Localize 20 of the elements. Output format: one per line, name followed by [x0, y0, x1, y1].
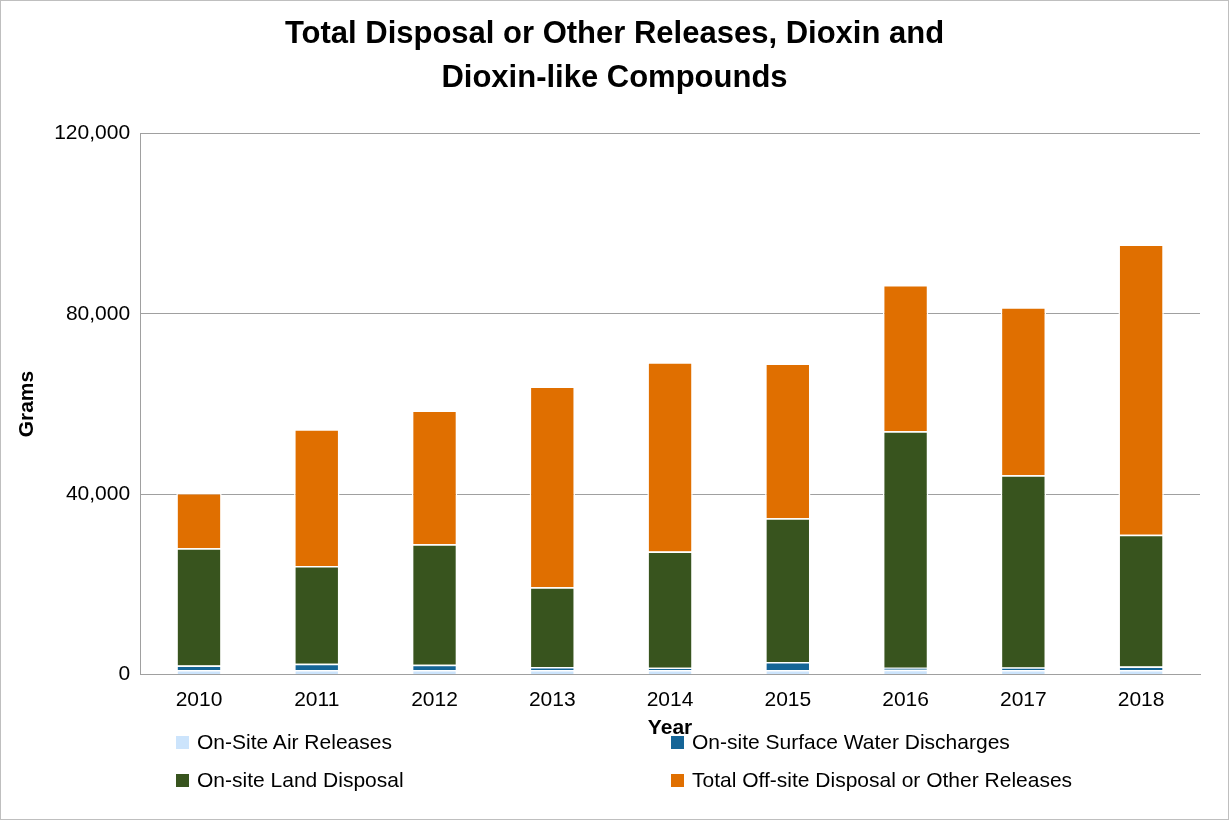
y-axis-title: Grams — [14, 370, 38, 438]
x-tick-label: 2010 — [175, 687, 223, 710]
y-tick-label: 120,000 — [54, 120, 131, 144]
y-tick-label: 0 — [118, 661, 131, 685]
y-tick-label: 80,000 — [65, 300, 131, 324]
x-axis-title: Year — [647, 715, 693, 739]
x-tick-label: 2013 — [528, 687, 576, 710]
x-tick-label: 2016 — [882, 687, 929, 710]
x-tick-label: 2017 — [999, 687, 1047, 710]
chart-title: Total Disposal or Other Releases, Dioxin and Dioxin-like Compounds — [283, 14, 946, 96]
x-tick-label: 2011 — [294, 687, 340, 710]
x-tick-label: 2014 — [646, 687, 694, 710]
x-tick-label: 2012 — [411, 687, 458, 710]
legend-label: On-Site Air Releases — [197, 730, 392, 754]
legend-label: On-site Land Disposal — [197, 768, 404, 792]
x-tick-label: 2015 — [764, 687, 812, 710]
y-tick-label: 40,000 — [65, 481, 131, 505]
legend-label: Total Off-site Disposal or Other Releases — [692, 768, 1073, 792]
legend-label: On-site Surface Water Discharges — [692, 730, 1010, 754]
x-tick-label: 2018 — [1117, 687, 1165, 710]
